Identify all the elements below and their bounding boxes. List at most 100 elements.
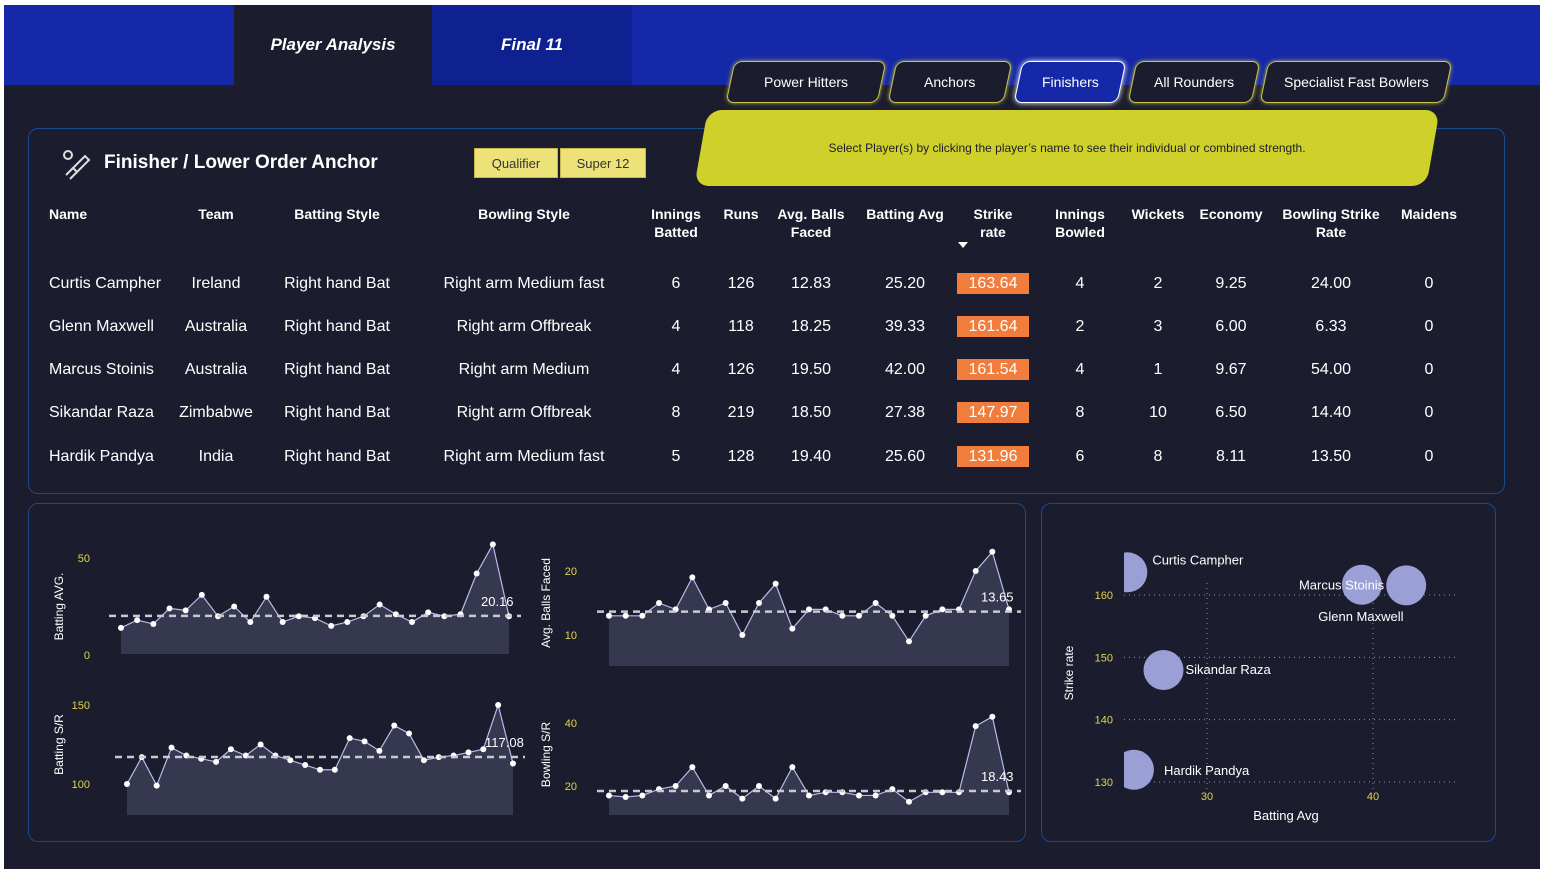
bubble-label: Marcus Stoinis	[1299, 577, 1385, 592]
column-header-avg-balls-faced[interactable]: Avg. Balls Faced	[771, 205, 851, 241]
chart-point	[673, 783, 679, 789]
chart-point	[495, 702, 501, 708]
column-header-innings-bowled[interactable]: Innings Bowled	[1047, 205, 1113, 241]
table-cell: Right hand Bat	[284, 318, 390, 336]
chart-point	[706, 792, 712, 798]
x-tick-label: 40	[1367, 791, 1379, 803]
chart-point	[347, 735, 353, 741]
tab-player-analysis[interactable]: Player Analysis	[234, 5, 432, 85]
filter-qualifier[interactable]: Qualifier	[474, 148, 558, 178]
table-cell: Right hand Bat	[284, 361, 390, 379]
filter-super-12[interactable]: Super 12	[560, 148, 646, 178]
chart-point	[873, 792, 879, 798]
column-header-runs[interactable]: Runs	[716, 205, 766, 223]
table-cell: 8	[672, 404, 681, 422]
bubble-label: Curtis Campher	[1152, 552, 1244, 567]
chart-point	[344, 619, 350, 625]
player-name[interactable]: Curtis Campher	[49, 275, 161, 293]
column-header-innings-batted[interactable]: Innings Batted	[644, 205, 708, 241]
table-cell: 4	[1076, 275, 1085, 293]
table-cell: 27.38	[885, 404, 925, 422]
y-axis-label: Avg. Balls Faced	[539, 558, 553, 648]
sort-descending-icon[interactable]	[958, 242, 968, 248]
trend-charts: 20.16500Batting AVG. 13.652010Avg. Balls …	[28, 503, 1024, 840]
column-header-bowling-style[interactable]: Bowling Style	[464, 205, 584, 223]
chart-point	[806, 792, 812, 798]
y-axis-label: Strike rate	[1062, 645, 1076, 700]
table-cell: Right arm Medium fast	[444, 448, 605, 466]
column-header-economy[interactable]: Economy	[1191, 205, 1271, 223]
table-cell: 6.00	[1215, 318, 1246, 336]
bubble[interactable]	[1144, 650, 1184, 690]
y-tick-label: 20	[565, 781, 577, 793]
player-name[interactable]: Glenn Maxwell	[49, 318, 154, 336]
chart-point	[756, 600, 762, 606]
table-cell: Zimbabwe	[179, 404, 253, 422]
chart-point	[939, 606, 945, 612]
chart-point	[889, 613, 895, 619]
chart-point	[989, 714, 995, 720]
bubble-chart: 160 150 140 130 30 40 Curtis Campher Glenn Maxw…	[1041, 503, 1494, 840]
chart-point	[906, 638, 912, 644]
bubble[interactable]	[1107, 552, 1147, 592]
chart-area-fill	[609, 717, 1009, 815]
bubble[interactable]	[1114, 750, 1154, 790]
category-label: Specialist Fast Bowlers	[1284, 74, 1429, 90]
column-header-wickets[interactable]: Wickets	[1123, 205, 1193, 223]
table-cell: 6	[672, 275, 681, 293]
average-label: 117.08	[485, 735, 524, 750]
table-cell: Australia	[185, 318, 247, 336]
category-specialist-fast-bowlers[interactable]: Specialist Fast Bowlers	[1260, 61, 1453, 103]
column-header-team[interactable]: Team	[186, 205, 246, 223]
y-tick-label: 130	[1095, 777, 1113, 789]
table-cell: 39.33	[885, 318, 925, 336]
average-label: 13.65	[981, 590, 1014, 605]
bubble-label: Hardik Pandya	[1164, 763, 1250, 778]
chart-point	[247, 619, 253, 625]
y-tick-label: 140	[1095, 715, 1113, 727]
chart-point	[199, 592, 205, 598]
chart-point	[154, 783, 160, 789]
category-label: Finishers	[1042, 74, 1099, 90]
chart-point	[973, 723, 979, 729]
table-cell: 19.40	[791, 448, 831, 466]
category-finishers[interactable]: Finishers	[1014, 61, 1127, 103]
table-cell: 4	[672, 361, 681, 379]
chart-point	[689, 764, 695, 770]
chart-point	[317, 767, 323, 773]
column-header-strike-rate[interactable]: Strike rate	[963, 205, 1023, 241]
table-cell: 118	[728, 318, 754, 336]
table-cell: 18.50	[791, 404, 831, 422]
chart-point	[406, 730, 412, 736]
tab-final-11[interactable]: Final 11	[432, 5, 632, 85]
chart-point	[332, 767, 338, 773]
y-tick-label: 0	[84, 650, 90, 662]
x-axis-label: Batting Avg	[1253, 808, 1319, 823]
table-cell: 9.67	[1215, 361, 1246, 379]
bubble[interactable]	[1386, 565, 1426, 605]
y-tick-label: 160	[1095, 590, 1113, 602]
category-anchors[interactable]: Anchors	[888, 61, 1013, 103]
table-cell: 14.40	[1311, 404, 1351, 422]
chart-point	[213, 759, 219, 765]
player-name[interactable]: Marcus Stoinis	[49, 361, 154, 379]
column-header-bowling-strike-rate[interactable]: Bowling Strike Rate	[1275, 205, 1387, 241]
chart-point	[756, 783, 762, 789]
player-name[interactable]: Hardik Pandya	[49, 448, 154, 466]
chart-point	[789, 764, 795, 770]
column-header-batting-avg[interactable]: Batting Avg	[855, 205, 955, 223]
column-header-maidens[interactable]: Maidens	[1394, 205, 1464, 223]
table-cell: 4	[1076, 361, 1085, 379]
y-tick-label: 20	[565, 566, 577, 578]
column-header-batting-style[interactable]: Batting Style	[282, 205, 392, 223]
table-cell: 219	[728, 404, 755, 422]
category-power-hitters[interactable]: Power Hitters	[726, 61, 887, 103]
chart-point	[258, 742, 264, 748]
table-cell: 4	[672, 318, 681, 336]
column-header-name[interactable]: Name	[49, 205, 87, 223]
table-cell: 9.25	[1215, 275, 1246, 293]
table-cell: 2	[1154, 275, 1163, 293]
chart-point	[490, 541, 496, 547]
player-name[interactable]: Sikandar Raza	[49, 404, 154, 422]
category-all-rounders[interactable]: All Rounders	[1128, 61, 1261, 103]
